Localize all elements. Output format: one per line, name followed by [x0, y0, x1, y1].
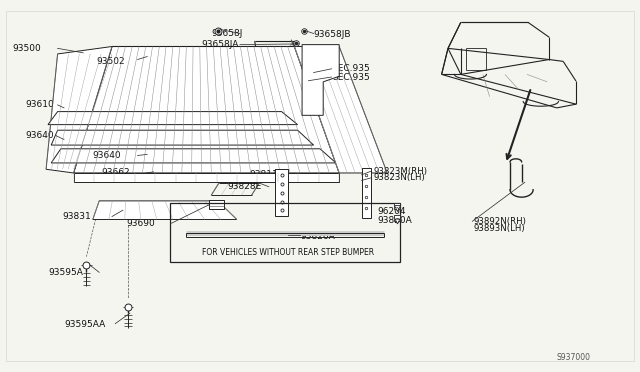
- Text: SEC.935: SEC.935: [333, 64, 371, 73]
- Polygon shape: [51, 130, 314, 145]
- Polygon shape: [74, 46, 339, 173]
- Text: 93828E: 93828E: [227, 182, 262, 191]
- Bar: [170, 203, 400, 262]
- Polygon shape: [302, 45, 339, 115]
- Text: 93640: 93640: [26, 131, 54, 140]
- Text: 93831: 93831: [63, 212, 92, 221]
- Text: 93690: 93690: [127, 219, 156, 228]
- Text: 93500: 93500: [13, 44, 42, 53]
- Text: SEC.935: SEC.935: [333, 73, 371, 81]
- Text: 93595A: 93595A: [48, 268, 83, 277]
- Text: 93662: 93662: [101, 169, 130, 177]
- Text: 93610: 93610: [26, 100, 54, 109]
- Text: 93811M: 93811M: [250, 170, 286, 179]
- Text: 93658JB: 93658JB: [314, 30, 351, 39]
- Text: 93823N(LH): 93823N(LH): [373, 173, 425, 182]
- Text: 93658JA: 93658JA: [202, 40, 239, 49]
- Polygon shape: [74, 173, 339, 182]
- Polygon shape: [294, 46, 387, 173]
- Text: 93893N(LH): 93893N(LH): [474, 224, 525, 233]
- Text: 93658J: 93658J: [211, 29, 243, 38]
- Text: 93823M(RH): 93823M(RH): [373, 167, 427, 176]
- Text: 93892N(RH): 93892N(RH): [474, 217, 527, 226]
- Text: 96204: 96204: [378, 207, 406, 216]
- Text: 93640: 93640: [93, 151, 122, 160]
- Text: 93820A: 93820A: [378, 216, 412, 225]
- Polygon shape: [48, 112, 298, 125]
- Polygon shape: [46, 46, 112, 173]
- Text: FOR VEHICLES WITHOUT REAR STEP BUMPER: FOR VEHICLES WITHOUT REAR STEP BUMPER: [202, 248, 374, 257]
- Polygon shape: [275, 169, 288, 216]
- Text: 93595AA: 93595AA: [64, 320, 105, 329]
- Text: 93826A: 93826A: [301, 232, 335, 241]
- Polygon shape: [209, 200, 224, 209]
- Polygon shape: [362, 168, 371, 218]
- Polygon shape: [93, 201, 237, 219]
- Text: 93502: 93502: [96, 57, 125, 66]
- Polygon shape: [51, 149, 336, 163]
- Text: S937000: S937000: [557, 353, 591, 362]
